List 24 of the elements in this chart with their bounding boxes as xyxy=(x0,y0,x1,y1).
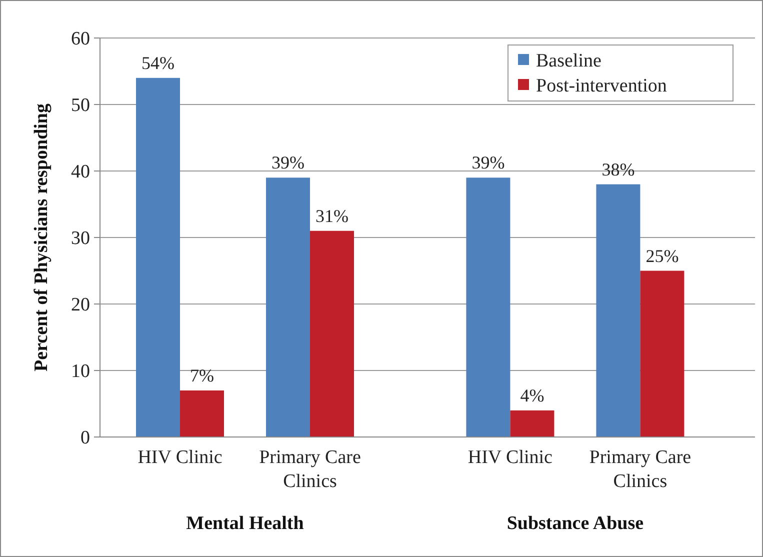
text: Mental Health xyxy=(186,513,304,534)
data-label: 7% xyxy=(190,365,214,386)
data-label: 39% xyxy=(472,152,505,173)
y-tick-label: 20 xyxy=(71,294,90,316)
data-label: 4% xyxy=(520,385,544,406)
text: Substance Abuse xyxy=(506,513,644,534)
data-label: 54% xyxy=(142,52,174,73)
data-label: 39% xyxy=(272,152,304,173)
x-tick-label: HIV Clinic xyxy=(468,447,553,468)
data-label: 25% xyxy=(646,246,679,266)
y-tick-label: 60 xyxy=(71,28,90,50)
y-tick-label: 10 xyxy=(71,361,90,382)
y-tick-label: 0 xyxy=(80,428,90,449)
y-tick-label: 50 xyxy=(71,95,90,116)
legend-label: Post-intervention xyxy=(536,76,668,97)
data-label: 38% xyxy=(602,159,635,180)
x-tick-label: HIV Clinic xyxy=(138,447,222,468)
x-tick-label: Primary Care Clinics xyxy=(589,447,692,492)
y-tick-label: 40 xyxy=(71,162,90,183)
y-axis-title: Percent of Physicians responding xyxy=(31,103,52,372)
legend-label: Baseline xyxy=(536,50,602,72)
data-label: 31% xyxy=(316,206,348,226)
y-tick-label: 30 xyxy=(71,228,90,250)
x-tick-label: Primary Care Clinics xyxy=(259,447,361,492)
